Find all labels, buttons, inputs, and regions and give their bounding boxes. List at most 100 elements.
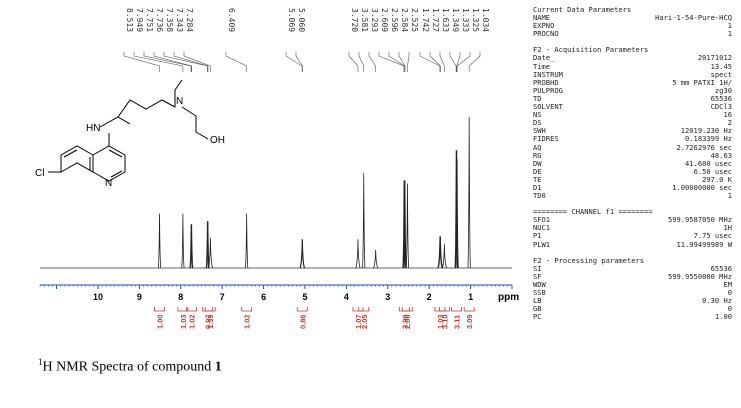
params-current-list: NAME Hari-1-54-Pure-HCQ EXPNO 1 PROCNO 1	[533, 14, 738, 38]
structure-label-oh: OH	[210, 135, 225, 146]
params-channel-list: SFO1 599.9587050 MHz NUC1 1H P1 7.75 usec PLW1…	[533, 216, 738, 248]
param-value: 16	[583, 111, 738, 119]
peak-label: 7.284	[185, 8, 194, 32]
param-acq-row: PROBHD 5 mm PATXI 1H/	[533, 79, 738, 87]
structure-label-cl: Cl	[35, 168, 44, 179]
integral-label: 3.11	[453, 315, 462, 329]
peak-label: 6.409	[227, 8, 236, 32]
integral-bracket	[242, 307, 252, 311]
caption-text: H NMR Spectra of compound	[43, 360, 215, 375]
integral-bracket	[435, 307, 445, 311]
integral-label: 3.09	[465, 314, 474, 329]
integral-bracket	[155, 307, 165, 311]
integral-bracket	[205, 307, 215, 311]
param-key: PROCNO	[533, 30, 583, 38]
structure-label-ring-n: N	[105, 178, 112, 189]
spectrum-peak	[363, 173, 365, 268]
structure-label-n: N	[176, 96, 183, 107]
param-channel-row: PLW1 11.99499989 W	[533, 241, 738, 249]
param-current-row: PROCNO 1	[533, 30, 738, 38]
param-value: 1	[583, 192, 738, 200]
peak-label-connector	[349, 52, 358, 72]
peak-label: 2.609	[380, 8, 389, 32]
figure-caption: 1H NMR Spectra of compound 1	[38, 357, 222, 376]
caption-compound-number: 1	[215, 360, 222, 375]
param-key: PC	[533, 313, 583, 321]
x-tick-labels: 10 9 8 7 6 5 4 3 2 1	[93, 292, 473, 302]
peak-label: 5.060	[297, 8, 306, 32]
integral-label: 1.00	[156, 314, 165, 329]
peak-label: 1.349	[451, 8, 460, 32]
integral-label: 1.39	[206, 314, 215, 329]
integral-bracket	[399, 307, 409, 311]
integral-label: 3.10	[441, 314, 450, 329]
x-tick-label: 6	[261, 292, 266, 302]
peak-label-connector	[450, 52, 456, 72]
structure-label-hn: HN	[86, 123, 100, 134]
integral-label: 2.05	[360, 314, 369, 329]
integrals: 1.00 1.03 1.02 0.971.39 1.02 0.86 1.072.05 3.90…	[155, 307, 475, 329]
x-tick-label: 7	[220, 292, 225, 302]
spectrum-peaks	[158, 117, 470, 268]
param-value: Hari-1-54-Pure-HCQ	[583, 14, 738, 22]
acquisition-parameters-panel: Current Data Parameters NAME Hari-1-54-Pu…	[533, 6, 738, 321]
x-axis-label: ppm	[498, 292, 519, 303]
structure-bond	[109, 150, 122, 177]
param-acq-row: SOLVENT CDCl3	[533, 103, 738, 111]
spectrum-peak	[373, 250, 377, 268]
spectrum-peak	[406, 183, 408, 268]
param-proc-row: PC 1.00	[533, 313, 738, 321]
peak-label: 2.596	[390, 8, 399, 32]
peak-connectors	[124, 52, 480, 72]
peak-label: 1.034	[481, 8, 490, 32]
param-acq-row: Time 13.45	[533, 63, 738, 71]
peak-label: 8.513	[125, 8, 134, 32]
peak-label: 5.069	[287, 8, 296, 32]
peak-label: 1.633	[441, 8, 450, 32]
param-current-row: NAME Hari-1-54-Pure-HCQ	[533, 14, 738, 22]
x-tick-label: 8	[178, 292, 183, 302]
param-proc-row: GB 0	[533, 305, 738, 313]
structure-labels: HN N OH Cl N	[35, 96, 225, 189]
param-value: 1.00000000 sec	[583, 184, 738, 192]
integral-bracket	[402, 307, 412, 311]
param-acq-row: Date_ 20171012	[533, 54, 738, 62]
peak-label: 7.358	[165, 8, 174, 32]
param-proc-row: WDW EM	[533, 281, 738, 289]
peak-label: 3.581	[360, 8, 369, 32]
peak-label-connector	[296, 52, 302, 72]
peak-label: 3.720	[350, 8, 359, 32]
param-acq-row: TD 65536	[533, 95, 738, 103]
structure-bond	[64, 150, 90, 170]
peak-label-connector	[469, 52, 480, 72]
x-tick-label: 3	[385, 292, 390, 302]
peak-label: 2.525	[410, 8, 419, 32]
spectrum-peak	[182, 214, 184, 268]
integral-label: 0.86	[298, 314, 307, 329]
params-proc-list: SI 65536 SF 599.9550000 MHz WDW EM SSB 0 LB 0.30 …	[533, 265, 738, 322]
spectrum-peak	[356, 239, 360, 268]
peak-label-connector	[407, 52, 409, 72]
peak-labels: 8.513 7.949 7.751 7.736 7.358 7.343 7.284 6.409…	[125, 8, 490, 32]
peak-label: 7.343	[175, 8, 184, 32]
param-value: 599.9550000 MHz	[583, 273, 738, 281]
spectrum-peak	[245, 214, 247, 268]
peak-label: 3.293	[370, 8, 379, 32]
x-tick-label: 9	[137, 292, 142, 302]
peak-label-connector	[369, 52, 376, 72]
peak-label-connector	[389, 52, 405, 72]
structure-bond	[100, 80, 208, 139]
peak-label: 7.736	[155, 8, 164, 32]
x-tick-label: 10	[93, 292, 103, 302]
peak-label: 1.727	[431, 8, 440, 32]
chemical-structure	[48, 80, 208, 181]
param-value: 1	[583, 22, 738, 30]
peak-label: 2.584	[400, 8, 409, 32]
param-key: TD0	[533, 192, 583, 200]
integral-bracket	[464, 307, 474, 311]
integral-bracket	[440, 307, 450, 311]
peak-label: 1.333	[461, 8, 470, 32]
param-acq-row: TD0 1	[533, 192, 738, 200]
integral-bracket	[203, 307, 213, 311]
integral-label: 1.03	[179, 314, 188, 329]
